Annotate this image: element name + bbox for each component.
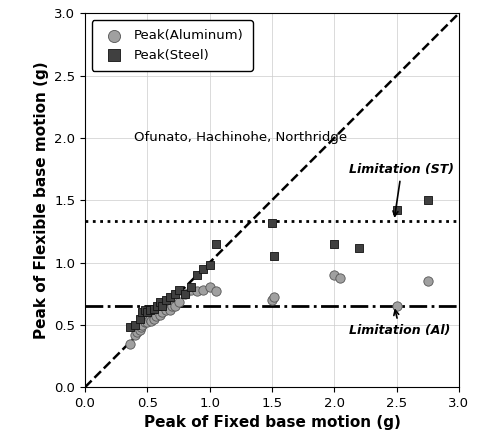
Peak(Steel) — [146, 306, 154, 313]
Peak(Aluminum) — [181, 290, 189, 297]
Peak(Steel) — [141, 306, 149, 313]
Peak(Aluminum) — [162, 306, 170, 313]
Peak(Steel) — [136, 315, 144, 322]
Peak(Steel) — [330, 240, 338, 247]
Text: Limitation (Al): Limitation (Al) — [349, 310, 451, 336]
Peak(Aluminum) — [166, 306, 173, 313]
Peak(Aluminum) — [133, 329, 141, 336]
Peak(Steel) — [355, 244, 363, 251]
Peak(Aluminum) — [174, 299, 182, 306]
Peak(Aluminum) — [392, 303, 400, 310]
Peak(Aluminum) — [147, 318, 155, 325]
Text: Ofunato, Hachinohe, Northridge: Ofunato, Hachinohe, Northridge — [134, 131, 347, 144]
Peak(Steel) — [181, 290, 189, 297]
Peak(Aluminum) — [131, 331, 139, 338]
Peak(Steel) — [156, 299, 164, 306]
Peak(Steel) — [144, 309, 151, 316]
Peak(Steel) — [139, 309, 147, 316]
Peak(Aluminum) — [152, 312, 160, 320]
Peak(Aluminum) — [268, 296, 276, 303]
Peak(Steel) — [270, 253, 278, 260]
Peak(Steel) — [392, 206, 400, 214]
Legend: Peak(Aluminum), Peak(Steel): Peak(Aluminum), Peak(Steel) — [92, 20, 253, 71]
Peak(Steel) — [149, 305, 157, 312]
Peak(Steel) — [158, 303, 166, 310]
Peak(Aluminum) — [171, 303, 179, 310]
Peak(Steel) — [193, 271, 201, 279]
Peak(Aluminum) — [139, 321, 147, 328]
Peak(Aluminum) — [187, 287, 195, 294]
X-axis label: Peak of Fixed base motion (g): Peak of Fixed base motion (g) — [144, 416, 400, 430]
Peak(Aluminum) — [156, 312, 164, 319]
Peak(Aluminum) — [212, 287, 220, 295]
Peak(Aluminum) — [206, 284, 214, 291]
Peak(Steel) — [153, 303, 161, 310]
Peak(Steel) — [162, 296, 170, 303]
Peak(Steel) — [206, 262, 214, 269]
Peak(Aluminum) — [158, 309, 166, 316]
Peak(Steel) — [212, 240, 220, 247]
Peak(Steel) — [171, 290, 179, 297]
Peak(Aluminum) — [337, 274, 344, 281]
Peak(Steel) — [131, 321, 139, 328]
Y-axis label: Peak of Flexible base motion (g): Peak of Flexible base motion (g) — [34, 61, 49, 339]
Peak(Steel) — [424, 197, 432, 204]
Peak(Steel) — [199, 265, 207, 272]
Peak(Steel) — [166, 294, 173, 301]
Peak(Steel) — [187, 284, 195, 291]
Peak(Aluminum) — [146, 315, 154, 322]
Peak(Aluminum) — [136, 326, 144, 333]
Peak(Steel) — [174, 287, 182, 294]
Peak(Aluminum) — [137, 324, 145, 331]
Peak(Aluminum) — [330, 271, 338, 279]
Peak(Aluminum) — [144, 319, 151, 326]
Peak(Aluminum) — [126, 340, 134, 347]
Peak(Aluminum) — [193, 287, 201, 295]
Peak(Aluminum) — [149, 315, 157, 322]
Peak(Aluminum) — [141, 319, 149, 326]
Peak(Aluminum) — [270, 294, 278, 301]
Peak(Aluminum) — [199, 287, 207, 294]
Peak(Aluminum) — [424, 278, 432, 285]
Peak(Aluminum) — [169, 303, 176, 310]
Peak(Steel) — [268, 219, 276, 226]
Text: Limitation (ST): Limitation (ST) — [349, 163, 454, 216]
Peak(Steel) — [126, 324, 134, 331]
